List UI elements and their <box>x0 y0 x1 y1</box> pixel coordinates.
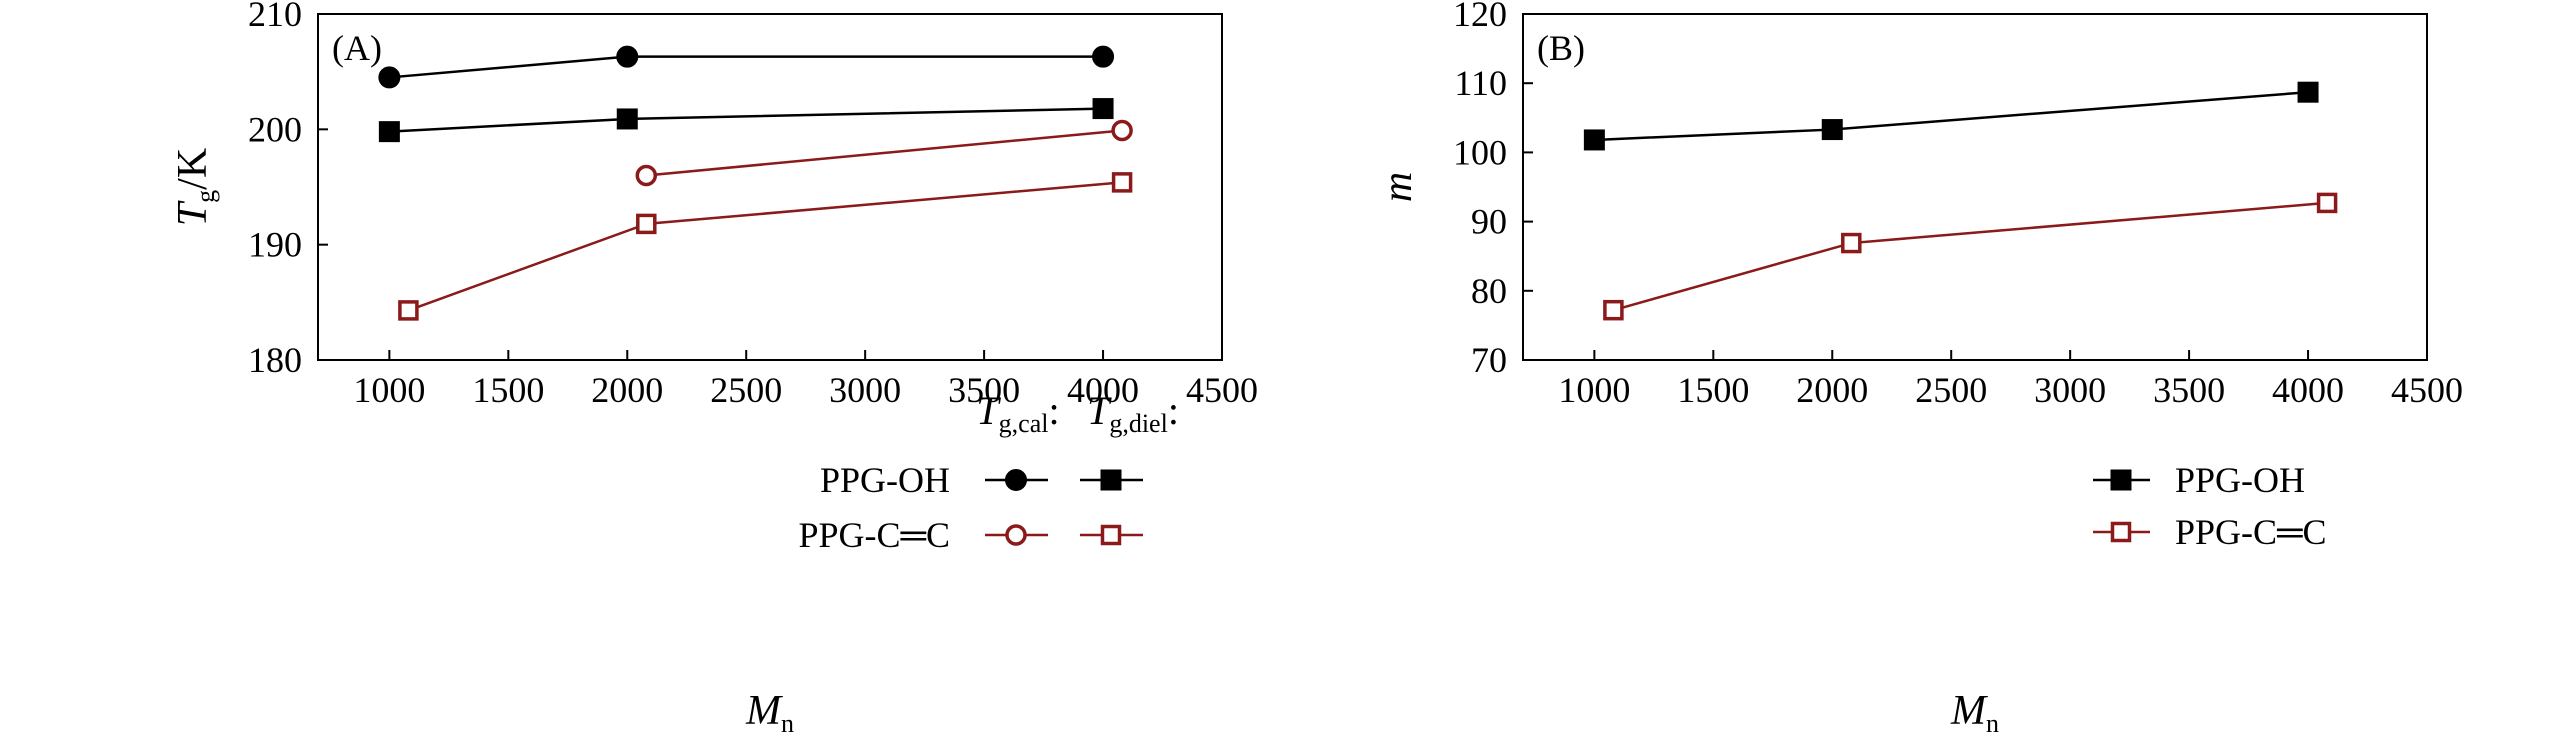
x-tick-label: 3500 <box>2153 370 2225 410</box>
data-point <box>1111 119 1133 142</box>
x-tick-label: 1000 <box>353 370 425 410</box>
y-tick-label: 210 <box>248 0 302 34</box>
series-line <box>389 107 1104 133</box>
x-tick-label: 2000 <box>1796 370 1868 410</box>
y-axis-title-sub: g <box>191 190 220 203</box>
x-tick-label: 4500 <box>2391 370 2463 410</box>
y-tick-label: 90 <box>1471 202 1507 242</box>
series-line <box>1594 90 2309 142</box>
data-point <box>1841 232 1862 254</box>
legend-label: PPG-C═C <box>798 515 950 555</box>
data-point <box>1821 119 1843 141</box>
y-tick-label: 100 <box>1453 132 1507 172</box>
y-tick-label: 110 <box>1454 63 1507 103</box>
legend-label: PPG-OH <box>820 460 950 500</box>
data-point <box>616 45 639 68</box>
x-tick-label: 1000 <box>1558 370 1630 410</box>
legend-marker <box>1005 524 1027 546</box>
legend-column-header-main: T <box>1087 388 1112 433</box>
data-point <box>1603 299 1624 321</box>
y-axis-title: m <box>1375 172 1421 202</box>
y-axis-title-main: m <box>1375 172 1421 202</box>
legend-column-header-sub: g,cal <box>999 409 1049 438</box>
x-tick-label: 4500 <box>1186 370 1258 410</box>
chart-panel-a: 1000 1500 2000 2500 3000 3500 4000 4500 180 190 20… <box>170 0 1258 738</box>
legend-column-header: Tg,cal: <box>976 388 1059 438</box>
legend-marker <box>2110 521 2132 543</box>
legend-column-header: Tg,diel: <box>1087 388 1179 438</box>
legend-label: PPG-C═C <box>2175 512 2327 552</box>
y-axis-title-main: T <box>170 200 216 226</box>
legend-marker <box>1005 469 1027 491</box>
legend-marker <box>1100 469 1122 491</box>
y-tick-label: 200 <box>248 109 302 149</box>
x-tick-label: 4000 <box>1067 370 1139 410</box>
y-tick-label: 180 <box>248 340 302 380</box>
series-line <box>646 129 1123 177</box>
legend-column-header-main: T <box>976 388 1001 433</box>
x-tick-label: 1500 <box>472 370 544 410</box>
data-point <box>1111 172 1133 193</box>
legend-label: PPG-OH <box>2175 460 2305 500</box>
x-tick-label: 2000 <box>591 370 663 410</box>
legend-column-header-sub: g,diel <box>1109 409 1168 438</box>
series-line <box>407 181 1123 312</box>
x-tick-label: 4000 <box>2272 370 2344 410</box>
data-point <box>398 300 419 321</box>
x-tick-label: 3000 <box>2034 370 2106 410</box>
y-axis-title: Tg/K <box>170 148 220 226</box>
data-point <box>616 108 638 130</box>
series-line <box>1613 201 2328 312</box>
chart-panel-b: 1000 1500 2000 2500 3000 3500 4000 4500 70 80 90 10… <box>1375 0 2463 738</box>
y-axis-title-suffix: /K <box>170 148 216 190</box>
x-tick-label: 2500 <box>710 370 782 410</box>
data-point <box>2316 192 2338 214</box>
legend-marker <box>1100 524 1122 546</box>
data-point <box>378 66 401 89</box>
x-tick-label: 3500 <box>948 370 1020 410</box>
x-axis-title: Mn <box>745 688 794 738</box>
series-line <box>389 55 1104 79</box>
data-point <box>378 121 400 143</box>
data-point <box>636 213 657 235</box>
y-tick-label: 120 <box>1453 0 1507 34</box>
legend-column-header-colon: : <box>1048 388 1059 433</box>
data-point <box>1583 129 1605 151</box>
panel-label: (B) <box>1537 28 1585 68</box>
x-axis-title-sub: n <box>781 709 794 738</box>
x-axis-title: Mn <box>1950 688 1999 738</box>
x-axis-title-main: M <box>1950 688 1988 734</box>
data-point <box>2297 81 2319 103</box>
y-tick-label: 70 <box>1471 340 1507 380</box>
legend-marker <box>2110 469 2132 491</box>
data-point <box>1092 98 1114 120</box>
y-tick-label: 80 <box>1471 271 1507 311</box>
y-tick-label: 190 <box>248 225 302 265</box>
data-point <box>1092 45 1115 68</box>
panel-label: (A) <box>332 28 382 68</box>
legend-column-header-colon: : <box>1168 388 1179 433</box>
x-tick-label: 2500 <box>1915 370 1987 410</box>
data-point <box>635 164 658 187</box>
x-tick-label: 3000 <box>829 370 901 410</box>
x-axis-title-main: M <box>745 688 783 734</box>
plot-frame <box>1522 13 2428 361</box>
x-axis-title-sub: n <box>1986 709 1999 738</box>
x-tick-label: 1500 <box>1677 370 1749 410</box>
plot-frame <box>317 13 1223 361</box>
